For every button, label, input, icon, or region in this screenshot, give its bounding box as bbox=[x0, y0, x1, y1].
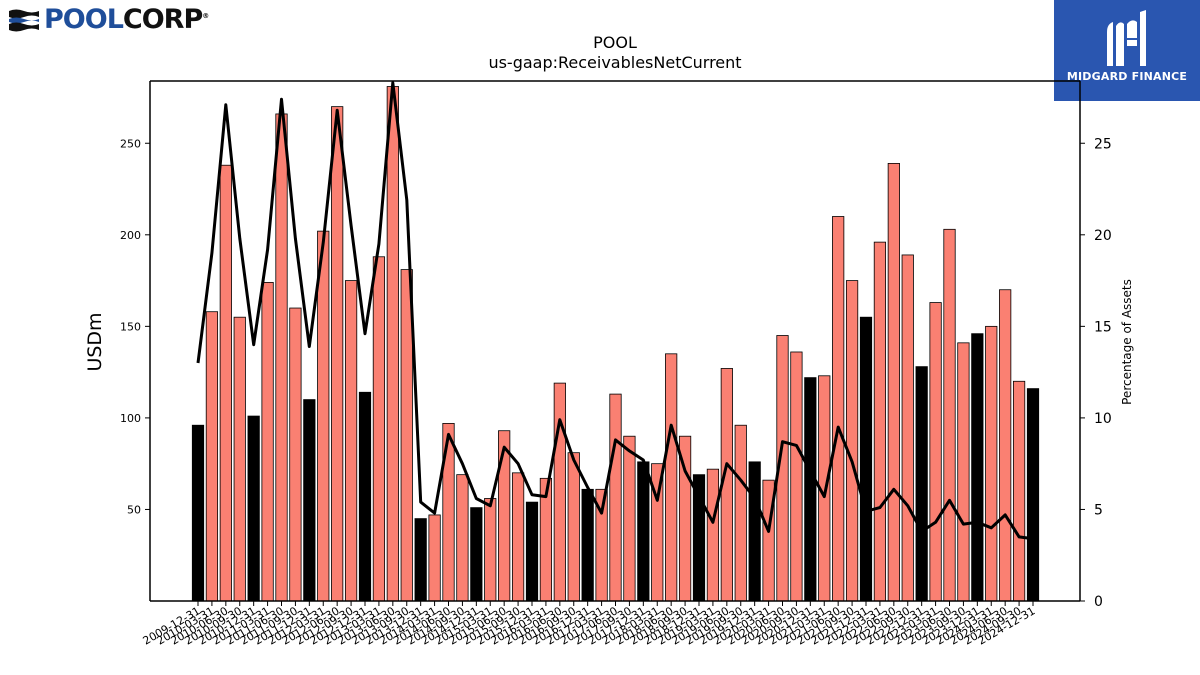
bar bbox=[303, 399, 316, 602]
bar bbox=[845, 280, 859, 602]
y-tick-label: 200 bbox=[120, 229, 141, 242]
bar bbox=[706, 468, 720, 602]
bar bbox=[609, 393, 622, 602]
bar bbox=[832, 216, 845, 602]
y-axis-label: USDm bbox=[84, 312, 106, 371]
plot-area: 5010015020025005101520252009-12-312010-0… bbox=[120, 80, 1112, 648]
bar bbox=[205, 311, 219, 602]
bar bbox=[665, 353, 678, 602]
y-tick-label: 150 bbox=[120, 320, 141, 333]
bar bbox=[553, 382, 566, 602]
bar bbox=[567, 452, 580, 602]
bar bbox=[344, 280, 358, 602]
bar bbox=[915, 366, 928, 602]
y2-tick-label: 15 bbox=[1094, 319, 1112, 335]
bar bbox=[358, 391, 372, 602]
bar bbox=[511, 472, 525, 602]
bar bbox=[1012, 380, 1026, 602]
y2-tick-label: 20 bbox=[1094, 228, 1112, 244]
bar bbox=[456, 474, 469, 602]
bar bbox=[400, 269, 413, 602]
bar bbox=[414, 518, 427, 602]
bar bbox=[985, 325, 998, 602]
bar bbox=[1026, 388, 1040, 602]
bar bbox=[943, 228, 956, 602]
bar bbox=[191, 424, 205, 602]
bar bbox=[470, 507, 483, 602]
bar bbox=[484, 498, 497, 602]
bar bbox=[581, 488, 594, 602]
bar bbox=[317, 230, 330, 602]
bar bbox=[498, 430, 511, 602]
chart-title: POOL bbox=[593, 33, 637, 52]
y-tick-label: 250 bbox=[120, 137, 141, 150]
bar bbox=[971, 333, 984, 602]
bar bbox=[331, 106, 344, 602]
bar bbox=[901, 254, 914, 602]
bar bbox=[623, 435, 636, 602]
midgard-finance-logo: MIDGARD FINANCE bbox=[1054, 0, 1200, 101]
y2-tick-label: 0 bbox=[1094, 594, 1103, 610]
bar bbox=[887, 162, 900, 602]
bar bbox=[637, 461, 650, 602]
bar bbox=[748, 461, 761, 602]
y-tick-label: 50 bbox=[127, 503, 141, 516]
bar bbox=[734, 424, 747, 602]
midgard-finance-label: MIDGARD FINANCE bbox=[1066, 70, 1188, 83]
bar bbox=[428, 514, 441, 602]
bar bbox=[372, 256, 386, 602]
bar bbox=[289, 307, 302, 602]
bar bbox=[929, 302, 942, 602]
percentage-line bbox=[196, 81, 1034, 541]
bar bbox=[247, 415, 260, 602]
bar bbox=[999, 289, 1012, 602]
chart-subtitle: us-gaap:ReceivablesNetCurrent bbox=[488, 53, 741, 72]
y2-tick-label: 5 bbox=[1094, 502, 1103, 518]
poolcorp-logo: POOLCORP® bbox=[8, 4, 218, 38]
bar bbox=[804, 377, 817, 602]
wave-icon bbox=[9, 9, 39, 32]
bar bbox=[261, 282, 274, 602]
bar bbox=[233, 316, 246, 602]
bar bbox=[219, 164, 232, 602]
bar bbox=[525, 501, 539, 602]
bar bbox=[275, 113, 288, 602]
bar bbox=[386, 86, 399, 602]
midgard-mark-icon bbox=[1107, 10, 1146, 66]
y-tick-label: 100 bbox=[120, 412, 141, 425]
y2-tick-label: 10 bbox=[1094, 411, 1112, 427]
bar bbox=[873, 241, 887, 602]
bar bbox=[859, 316, 873, 602]
y2-axis-label: Percentage of Assets bbox=[1120, 279, 1134, 405]
bar bbox=[957, 342, 970, 602]
poolcorp-wordmark: POOLCORP® bbox=[44, 4, 209, 35]
y2-tick-label: 25 bbox=[1094, 136, 1112, 152]
bar bbox=[790, 351, 803, 602]
